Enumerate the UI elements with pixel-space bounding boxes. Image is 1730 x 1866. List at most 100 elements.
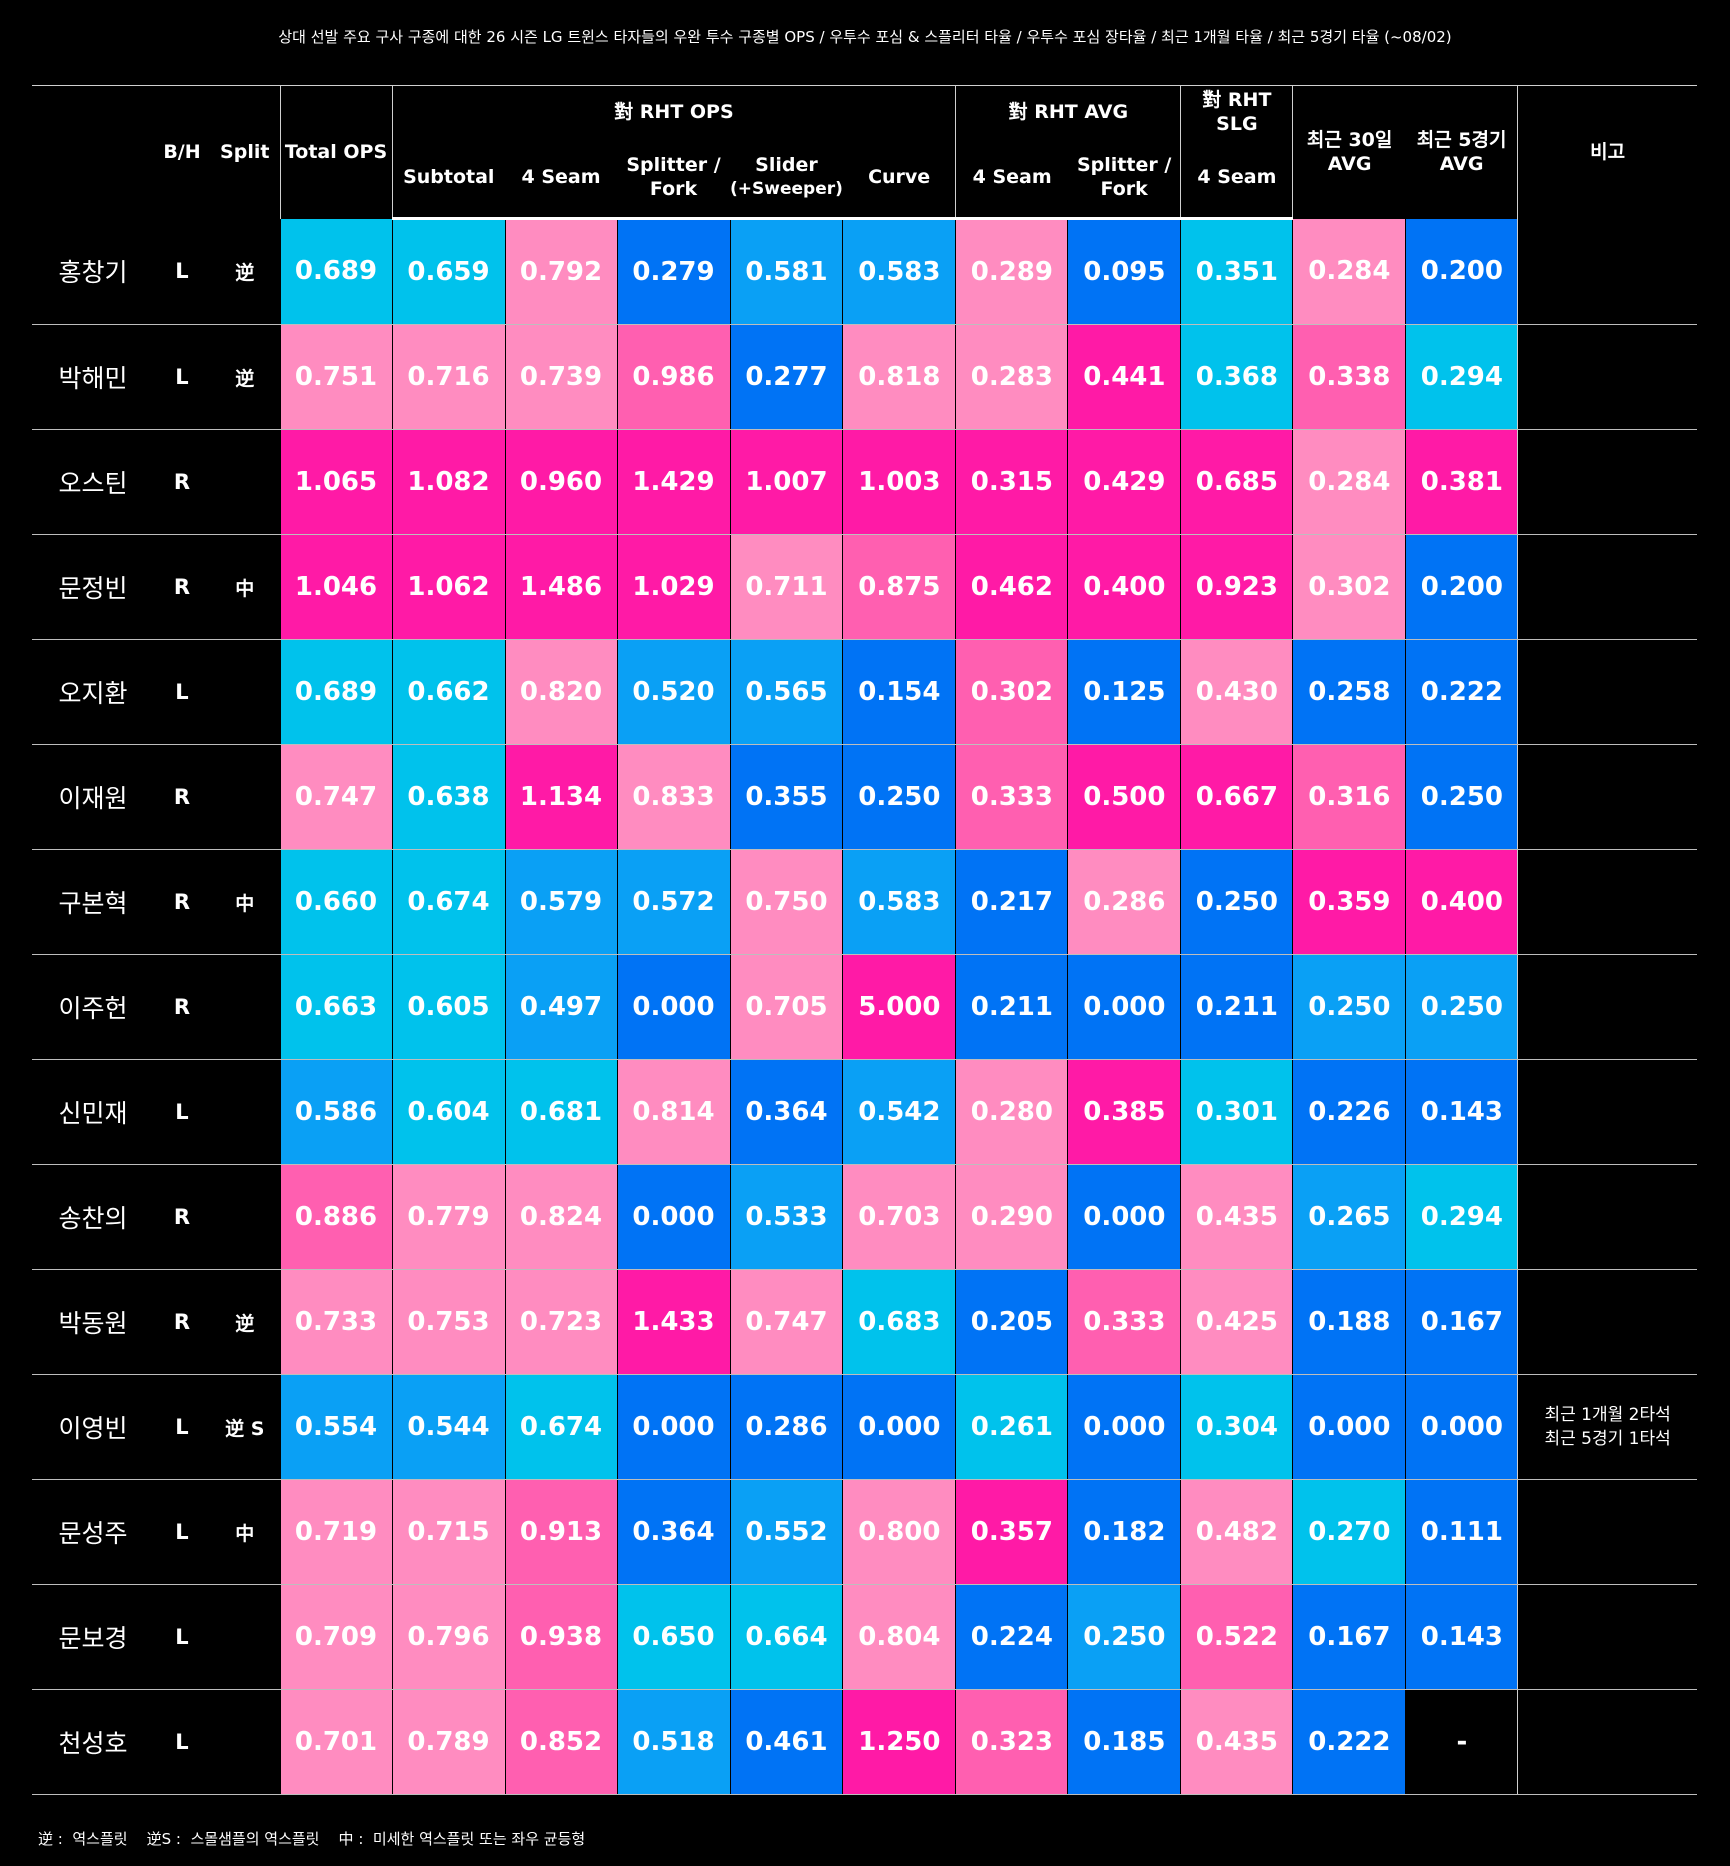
stat-cell: 0.461 <box>729 1689 843 1795</box>
table-row: 이영빈 L 逆 S 0.554 0.544 0.674 0.000 0.286 0.000 0.2… <box>32 1374 1697 1480</box>
note-cell: 최근 1개월 2타석 최근 5경기 1타석 <box>1517 1374 1697 1480</box>
table-row: 오스틴 R 1.065 1.082 0.960 1.429 1.007 1.003 0.315 0… <box>32 429 1697 535</box>
stat-cell: 0.355 <box>729 744 843 850</box>
stat-cell: 0.789 <box>391 1689 505 1795</box>
stat-cell: 0.751 <box>279 324 392 430</box>
stat-cell: 0.211 <box>1180 954 1293 1060</box>
stat-cell: 0.554 <box>279 1374 392 1480</box>
stat-cell: 0.683 <box>842 1269 956 1375</box>
split-badge: 逆 <box>210 218 280 325</box>
header-group-rht-ops: 對 RHT OPS <box>391 85 956 138</box>
stat-cell: 0.265 <box>1292 1164 1406 1270</box>
stat-cell: 0.685 <box>1180 429 1293 535</box>
split-badge: 逆 <box>210 324 280 430</box>
stat-cell: 0.323 <box>955 1689 1068 1795</box>
player-name: 이재원 <box>32 744 154 850</box>
stat-cell: 0.663 <box>279 954 392 1060</box>
stat-cell: 0.425 <box>1180 1269 1293 1375</box>
note-cell <box>1517 639 1697 745</box>
stat-cell: 0.852 <box>504 1689 617 1795</box>
header-bh: B/H <box>154 85 210 219</box>
stat-cell: 0.185 <box>1067 1689 1181 1795</box>
stat-cell: 0.674 <box>504 1374 617 1480</box>
stat-cell: 1.007 <box>729 429 843 535</box>
note-cell <box>1517 429 1697 535</box>
stat-cell: 0.250 <box>1405 744 1518 850</box>
note-cell <box>1517 954 1697 1060</box>
stat-cell: 0.280 <box>955 1059 1068 1165</box>
stat-cell: 0.385 <box>1067 1059 1181 1165</box>
stat-cell: 0.430 <box>1180 639 1293 745</box>
player-name: 박동원 <box>32 1269 154 1375</box>
header-ops-slider-line2: (+Sweeper) <box>730 179 843 200</box>
header-recent5-avg: 최근 5경기 AVG <box>1405 85 1518 219</box>
stat-cell: 0.000 <box>1067 954 1181 1060</box>
bats-hand: L <box>154 218 210 325</box>
header-avg-splitter-line1: Splitter / <box>1076 154 1172 177</box>
stat-cell: 0.733 <box>279 1269 392 1375</box>
stat-cell: 0.482 <box>1180 1479 1293 1585</box>
stat-cell: 0.715 <box>391 1479 505 1585</box>
stat-cell: 0.605 <box>391 954 505 1060</box>
stat-cell: 0.381 <box>1405 429 1518 535</box>
stat-cell: 0.579 <box>504 849 617 955</box>
split-badge <box>210 429 280 535</box>
stat-cell: 0.200 <box>1405 534 1518 640</box>
stat-cell: 0.583 <box>842 849 956 955</box>
stat-cell: 0.520 <box>616 639 730 745</box>
note-cell <box>1517 849 1697 955</box>
stat-cell: 0.638 <box>391 744 505 850</box>
stat-cell: 0.701 <box>279 1689 392 1795</box>
stat-cell: 0.923 <box>1180 534 1293 640</box>
split-badge <box>210 1059 280 1165</box>
stat-cell: 0.167 <box>1405 1269 1518 1375</box>
player-name: 송찬의 <box>32 1164 154 1270</box>
stat-cell: 0.277 <box>729 324 843 430</box>
stat-cell: 0.316 <box>1292 744 1406 850</box>
stat-cell: 0.818 <box>842 324 956 430</box>
header-recent30-line2: AVG <box>1327 153 1372 176</box>
stat-cell: 0.250 <box>1405 954 1518 1060</box>
split-badge <box>210 639 280 745</box>
stat-cell: 0.796 <box>391 1584 505 1690</box>
note-cell <box>1517 1164 1697 1270</box>
stat-cell: 0.833 <box>616 744 730 850</box>
table-row: 문보경 L 0.709 0.796 0.938 0.650 0.664 0.804 0.224 0… <box>32 1584 1697 1690</box>
stat-cell: 0.286 <box>1067 849 1181 955</box>
stat-cell: 0.000 <box>1067 1374 1181 1480</box>
stat-cell: 0.000 <box>616 1374 730 1480</box>
stat-cell: 1.029 <box>616 534 730 640</box>
header-split: Split <box>210 85 280 219</box>
stat-cell: 0.583 <box>842 218 956 325</box>
stat-cell: 1.082 <box>391 429 505 535</box>
split-badge <box>210 744 280 850</box>
header-total-ops: Total OPS <box>279 85 392 219</box>
split-badge <box>210 954 280 1060</box>
stat-cell: 0.294 <box>1405 324 1518 430</box>
stat-cell: 0.462 <box>955 534 1068 640</box>
stat-cell: 0.290 <box>955 1164 1068 1270</box>
stat-cell: 0.095 <box>1067 218 1181 325</box>
stat-cell: 0.000 <box>1067 1164 1181 1270</box>
stat-cell: 0.429 <box>1067 429 1181 535</box>
stat-cell: 0.222 <box>1292 1689 1406 1795</box>
note-cell <box>1517 744 1697 850</box>
stat-cell: 0.435 <box>1180 1164 1293 1270</box>
split-badge: 逆 S <box>210 1374 280 1480</box>
stat-cell: 0.304 <box>1180 1374 1293 1480</box>
stat-cell: 0.711 <box>729 534 843 640</box>
table-row: 박해민 L 逆 0.751 0.716 0.739 0.986 0.277 0.818 0.283… <box>32 324 1697 430</box>
table-row: 신민재 L 0.586 0.604 0.681 0.814 0.364 0.542 0.280 0… <box>32 1059 1697 1165</box>
stat-cell: 0.435 <box>1180 1689 1293 1795</box>
stat-cell: 0.800 <box>842 1479 956 1585</box>
stat-cell: 0.739 <box>504 324 617 430</box>
stat-cell: 0.750 <box>729 849 843 955</box>
stat-cell: 0.518 <box>616 1689 730 1795</box>
stat-cell: 0.125 <box>1067 639 1181 745</box>
header-ops-subtotal: Subtotal <box>391 137 505 220</box>
stat-cell: 0.224 <box>955 1584 1068 1690</box>
stat-cell: 0.723 <box>504 1269 617 1375</box>
header-group-rht-slg: 對 RHT SLG <box>1180 85 1293 138</box>
stat-cell: 0.533 <box>729 1164 843 1270</box>
player-name: 문성주 <box>32 1479 154 1585</box>
